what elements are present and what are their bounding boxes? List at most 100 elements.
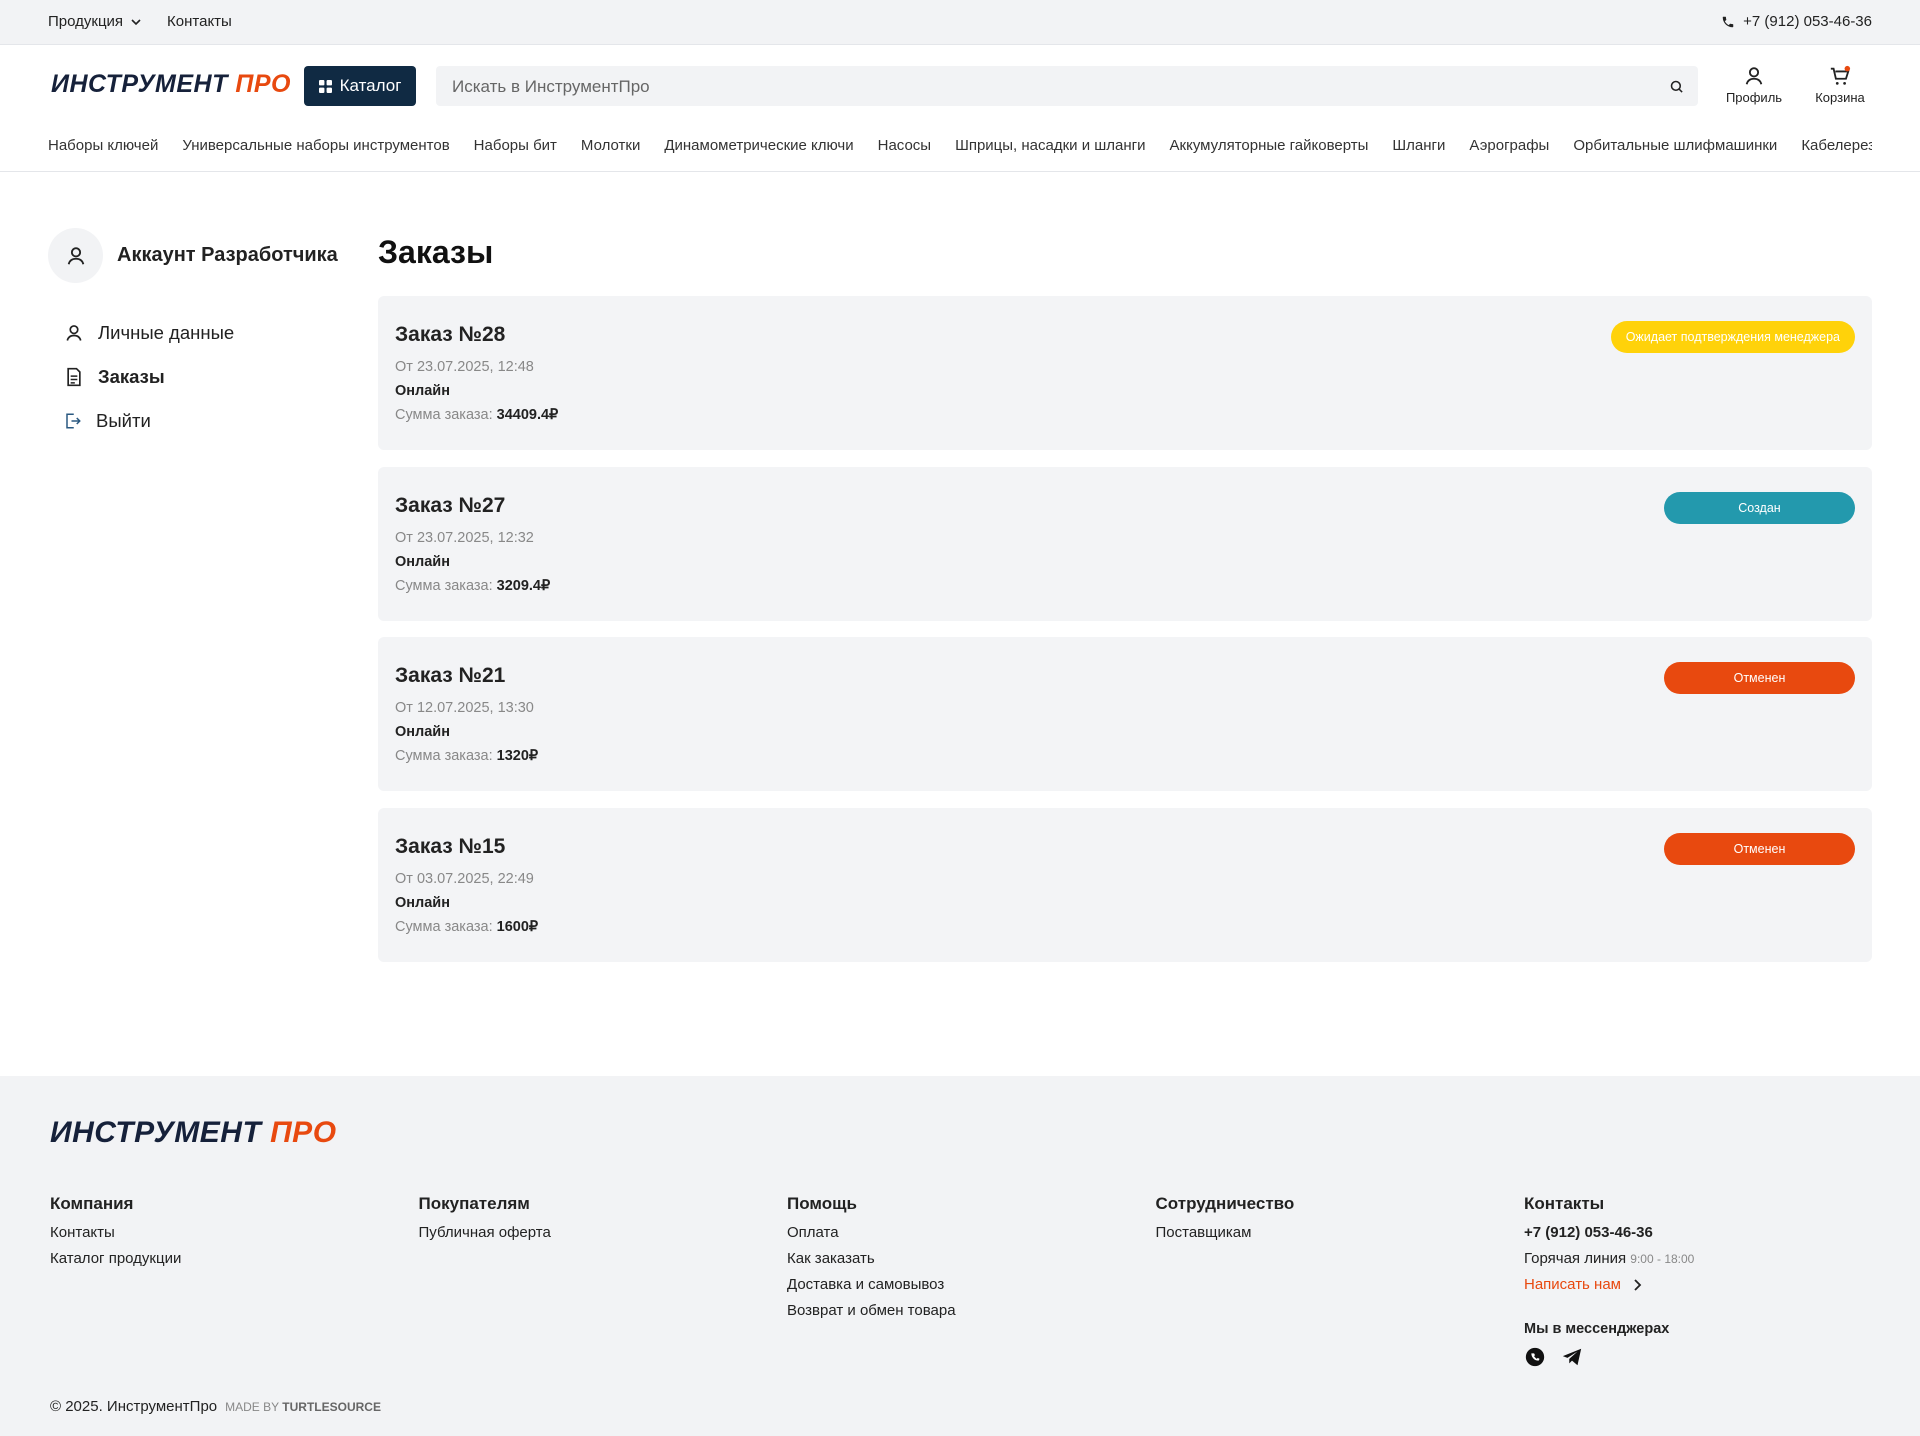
account: Аккаунт Разработчика (48, 228, 348, 283)
category-link[interactable]: Универсальные наборы инструментов (182, 137, 450, 154)
order-date: От 12.07.2025, 13:30 (395, 700, 534, 716)
footer-logo[interactable]: ИНСТРУМЕНТ ПРО (50, 1116, 337, 1150)
avatar (48, 228, 103, 283)
category-link[interactable]: Наборы ключей (48, 137, 159, 154)
header: ИНСТРУМЕНТ ПРО Каталог Искать в Инструме… (0, 45, 1920, 172)
footer-contacts: Контакты +7 (912) 053-46-36 Горячая лини… (1524, 1194, 1694, 1377)
footer-link[interactable]: Поставщикам (1155, 1224, 1252, 1241)
status-badge: Создан (1664, 491, 1855, 524)
cart-button[interactable]: Корзина (1810, 65, 1870, 105)
status-badge: Отменен (1664, 832, 1855, 865)
sum-label: Сумма заказа: (395, 577, 493, 594)
sum-label: Сумма заказа: (395, 748, 493, 764)
catalog-button[interactable]: Каталог (304, 66, 416, 106)
profile-label: Профиль (1725, 90, 1783, 105)
footer-heading: Покупателям (418, 1194, 530, 1213)
made-by: MADE BY (225, 1400, 279, 1414)
write-label: Написать нам (1524, 1276, 1621, 1293)
top-link[interactable]: Контакты (167, 13, 232, 30)
footer-link[interactable]: Доставка и самовывоз (787, 1276, 945, 1293)
category-link[interactable]: Аккумуляторные гайковерты (1169, 137, 1369, 154)
order-title: Заказ №21 (395, 664, 506, 687)
order-card[interactable]: Заказ №27 От 23.07.2025, 12:32 Онлайн Сумма… (378, 466, 1872, 621)
footer-column: Покупателям Публичная оферта (419, 1194, 551, 1250)
logo-accent: ПРО (235, 70, 291, 98)
footer-column: Сотрудничество Поставщикам (1156, 1194, 1295, 1250)
logo-accent: ПРО (270, 1116, 337, 1149)
studio[interactable]: TURTLESOURCE (282, 1400, 381, 1414)
order-title: Заказ №15 (395, 834, 506, 858)
footer-heading: Контакты (1524, 1194, 1605, 1213)
footer-link[interactable]: Каталог продукции (50, 1250, 182, 1267)
search-input[interactable]: Искать в ИнструментПро (436, 66, 1698, 106)
footer-link[interactable]: Как заказать (787, 1250, 875, 1267)
category-link[interactable]: Молотки (580, 137, 641, 154)
menu-item[interactable]: Выйти (64, 410, 151, 432)
footer-link[interactable]: Публичная оферта (418, 1224, 551, 1241)
menu-icon (66, 325, 82, 341)
sum-value: 1600₽ (496, 918, 539, 935)
sum-value: 3209.4₽ (496, 577, 551, 594)
footer-link[interactable]: Возврат и обмен товара (787, 1302, 956, 1319)
messenger-icons (1524, 1346, 1694, 1368)
telegram-icon[interactable] (1560, 1346, 1584, 1368)
grid-icon (318, 79, 332, 93)
logo[interactable]: ИНСТРУМЕНТ ПРО (51, 70, 291, 99)
category-link[interactable]: Насосы (877, 137, 932, 154)
category-link[interactable]: Кабелерезы (1801, 137, 1872, 154)
sum-label: Сумма заказа: (395, 918, 493, 935)
write-link[interactable]: Написать нам (1524, 1276, 1694, 1293)
order-card[interactable]: Заказ №15 От 03.07.2025, 22:49 Онлайн Сумма… (378, 807, 1872, 962)
account-name: Аккаунт Разработчика (117, 244, 338, 266)
order-sum: Сумма заказа: 3209.4₽ (395, 578, 550, 594)
sum-value: 1320₽ (496, 748, 539, 764)
order-sum: Сумма заказа: 34409.4₽ (395, 407, 558, 423)
chevron (1634, 1278, 1642, 1291)
category-link[interactable]: Шприцы, насадки и шланги (955, 137, 1146, 154)
order-title: Заказ №28 (395, 323, 506, 346)
whatsapp-icon[interactable] (1524, 1346, 1546, 1368)
footer-link[interactable]: Оплата (787, 1224, 839, 1241)
category-link[interactable]: Наборы бит (473, 137, 557, 154)
category-link[interactable]: Аэрографы (1469, 137, 1550, 154)
menu-icon (67, 367, 81, 387)
order-sum: Сумма заказа: 1600₽ (395, 919, 538, 935)
messengers-title: Мы в мессенджерах (1524, 1321, 1670, 1337)
category-link[interactable]: Орбитальные шлифмашинки (1573, 137, 1778, 154)
footer-heading: Сотрудничество (1155, 1194, 1295, 1213)
menu-label: Выйти (96, 410, 151, 431)
cart-label: Корзина (1815, 90, 1865, 105)
copyright: © 2025. ИнструментПро (50, 1398, 218, 1415)
profile-button[interactable]: Профиль (1724, 65, 1784, 105)
order-type: Онлайн (395, 553, 450, 570)
catalog-label: Каталог (339, 76, 402, 95)
phone[interactable]: +7 (912) 053-46-36 (1721, 13, 1872, 30)
top-bar: Продукция Контакты +7 (912) 053-46-36 (0, 0, 1920, 45)
footer-phone[interactable]: +7 (912) 053-46-36 (1524, 1224, 1653, 1241)
search-icon (1670, 80, 1683, 93)
order-type: Онлайн (395, 894, 450, 911)
profile-icon (1745, 67, 1763, 85)
category-link[interactable]: Шланги (1392, 137, 1446, 154)
order-date: От 23.07.2025, 12:48 (395, 359, 534, 375)
footer-link[interactable]: Контакты (50, 1224, 115, 1241)
hotline: Горячая линия (1524, 1250, 1627, 1267)
top-link[interactable]: Продукция (48, 13, 124, 30)
menu-item[interactable]: Личные данные (64, 322, 234, 344)
footer-column: Компания Контакты Каталог продукции (50, 1194, 181, 1276)
chevron (131, 19, 141, 26)
category-link[interactable]: Динамометрические ключи (664, 137, 854, 154)
hours: 9:00 - 18:00 (1630, 1252, 1695, 1266)
order-title: Заказ №27 (395, 493, 506, 517)
phone-icon (1722, 16, 1734, 27)
menu-item[interactable]: Заказы (64, 366, 165, 388)
logo-main: ИНСТРУМЕНТ (51, 70, 228, 98)
order-date: От 23.07.2025, 12:32 (395, 529, 534, 546)
avatar-icon (67, 246, 84, 265)
order-card[interactable]: Заказ №21 От 12.07.2025, 13:30 Онлайн Сумма… (378, 637, 1872, 791)
order-card[interactable]: Заказ №28 От 23.07.2025, 12:48 Онлайн Сумма… (378, 296, 1872, 450)
cart-icon (1830, 65, 1851, 85)
order-type: Онлайн (395, 383, 450, 399)
footer-heading: Компания (50, 1194, 134, 1213)
